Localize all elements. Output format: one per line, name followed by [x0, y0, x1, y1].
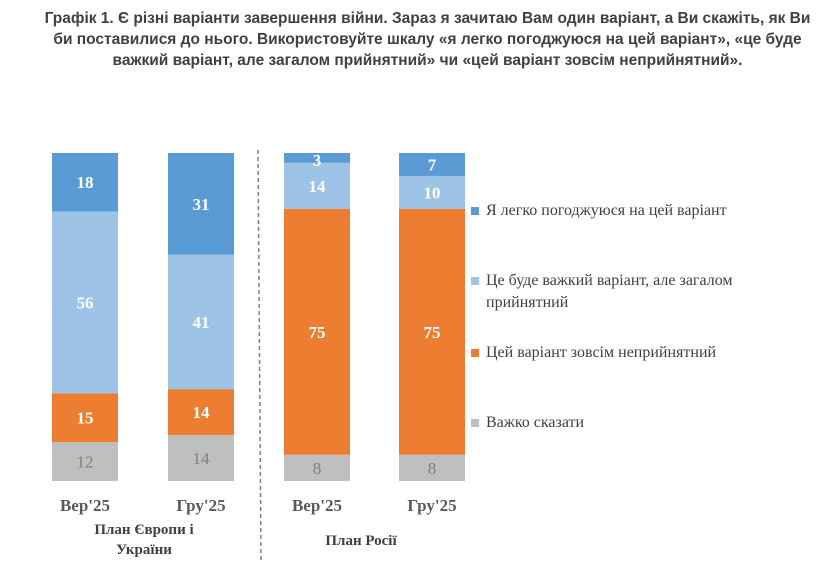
bar-segment: [399, 208, 465, 455]
data-label: 14: [193, 403, 211, 422]
bar-segment: [168, 435, 234, 481]
data-label: 31: [193, 195, 210, 214]
bar-segment: [52, 393, 118, 443]
legend-item: Це буде важкий варіант, але загалом прий…: [471, 270, 746, 314]
bar-segment: [399, 175, 465, 209]
data-label: 15: [77, 409, 94, 428]
data-label: 7: [428, 155, 437, 174]
bar-segment: [168, 153, 234, 255]
data-label: 56: [77, 293, 94, 312]
bar-segment: [399, 454, 465, 481]
legend-label: Це буде важкий варіант, але загалом прий…: [486, 272, 733, 311]
legend-label: Важко сказати: [486, 414, 585, 431]
legend-swatch: [471, 419, 479, 427]
data-label: 14: [193, 449, 211, 468]
x-tick-label: Гру'25: [176, 496, 225, 515]
group-label: План Європи і України: [94, 522, 193, 558]
group-divider: [257, 149, 262, 561]
data-label: 8: [428, 459, 437, 478]
bar-segment: [284, 208, 350, 455]
data-label: 3: [313, 151, 322, 170]
legend-item: Я легко погоджуюся на цей варіант: [471, 200, 746, 222]
data-label: 18: [77, 173, 94, 192]
data-label: 75: [309, 323, 326, 342]
data-label: 75: [424, 323, 441, 342]
group-label: План Росії: [325, 533, 397, 549]
bar-segment: [52, 211, 118, 394]
chart-title: Графік 1. Є різні варіанти завершення ві…: [44, 10, 811, 69]
data-label: 12: [77, 453, 94, 472]
legend-swatch: [471, 349, 479, 357]
bar-segment: [52, 153, 118, 212]
bar-segment: [52, 442, 118, 481]
data-label: 8: [313, 459, 322, 478]
bar-segment: [168, 389, 234, 436]
x-tick-label: Вер'25: [292, 496, 342, 515]
x-tick-label: Вер'25: [60, 496, 110, 515]
legend-swatch: [471, 207, 479, 215]
legend-item: Важко сказати: [471, 412, 786, 434]
bar-segment: [399, 153, 465, 176]
x-tick-label: Гру'25: [407, 496, 456, 515]
legend-swatch: [471, 277, 479, 285]
legend-item: Цей варіант зовсім неприйнятний: [471, 342, 786, 364]
legend-label: Цей варіант зовсім неприйнятний: [486, 344, 717, 361]
data-label: 10: [424, 183, 441, 202]
data-label: 14: [309, 177, 327, 196]
data-label: 41: [193, 313, 210, 332]
bar-segment: [284, 162, 350, 209]
bar-segment: [284, 454, 350, 481]
bar-segment: [284, 153, 350, 163]
legend-label: Я легко погоджуюся на цей варіант: [486, 202, 727, 219]
bar-segment: [168, 254, 234, 390]
